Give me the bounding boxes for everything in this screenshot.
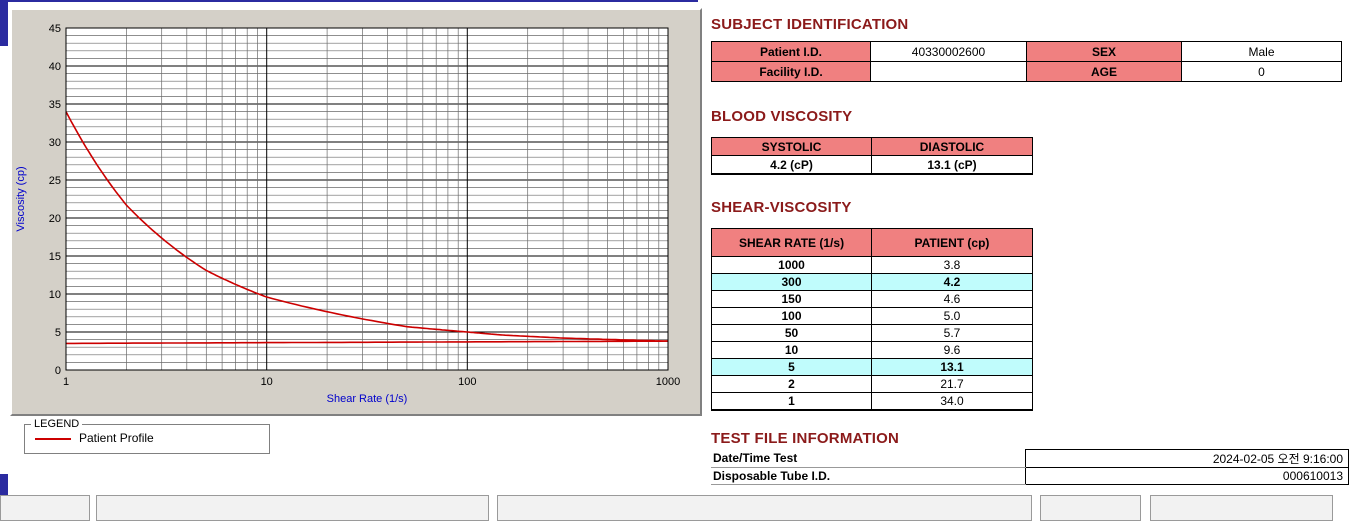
viscosity-chart: 0 5 10 15 20 25 30 35 40 45 1 10 100 1000 Shear Rate (…	[15, 23, 680, 405]
svg-text:Shear Rate (1/s): Shear Rate (1/s)	[327, 393, 408, 405]
bottom-button-3[interactable]	[497, 495, 1032, 521]
shear-row: 2 21.7	[711, 375, 1033, 393]
shear-row: 50 5.7	[711, 324, 1033, 342]
shear-rate-cell: 300	[711, 273, 872, 291]
svg-text:45: 45	[49, 23, 61, 35]
subject-table: Patient I.D. 40330002600 SEX Male Facili…	[711, 41, 1342, 82]
table-row: Date/Time Test 2024-02-05 오전 9:16:00	[711, 449, 1349, 468]
shear-row: 1000 3.8	[711, 256, 1033, 274]
patient-profile-line-swatch	[35, 437, 71, 440]
shear-rate-header: SHEAR RATE (1/s)	[711, 228, 872, 257]
disposable-tube-id-label: Disposable Tube I.D.	[711, 467, 1026, 485]
diastolic-header: DIASTOLIC	[871, 137, 1033, 156]
blood-viscosity-table: SYSTOLIC DIASTOLIC 4.2 (cP) 13.1 (cP)	[711, 137, 1033, 175]
test-file-table: Date/Time Test 2024-02-05 오전 9:16:00 Dis…	[711, 449, 1349, 485]
table-header-row: SHEAR RATE (1/s) PATIENT (cp)	[711, 228, 1033, 257]
shear-rate-cell: 150	[711, 290, 872, 308]
diastolic-value: 13.1 (cP)	[871, 155, 1033, 175]
table-row: SYSTOLIC DIASTOLIC	[711, 137, 1033, 156]
shear-row: 5 13.1	[711, 358, 1033, 376]
table-row: Facility I.D. AGE 0	[711, 61, 1342, 82]
table-row: 4.2 (cP) 13.1 (cP)	[711, 155, 1033, 175]
patient-id-label: Patient I.D.	[711, 41, 871, 62]
svg-text:10: 10	[49, 289, 61, 301]
svg-text:10: 10	[261, 376, 273, 388]
window-edge-top-left	[0, 0, 8, 46]
patient-cp-cell: 34.0	[871, 392, 1033, 411]
chart-panel: 0 5 10 15 20 25 30 35 40 45 1 10 100 1000 Shear Rate (…	[10, 8, 702, 416]
bottom-button-4[interactable]	[1040, 495, 1141, 521]
patient-cp-cell: 4.6	[871, 290, 1033, 308]
patient-cp-cell: 5.0	[871, 307, 1033, 325]
svg-text:Viscosity (cp): Viscosity (cp)	[15, 166, 27, 231]
patient-cp-header: PATIENT (cp)	[871, 228, 1033, 257]
window-edge-top-strip	[0, 0, 698, 2]
shear-row: 100 5.0	[711, 307, 1033, 325]
shear-rate-cell: 1	[711, 392, 872, 411]
patient-cp-cell: 5.7	[871, 324, 1033, 342]
legend-box: LEGEND Patient Profile	[24, 418, 270, 454]
facility-id-value	[870, 61, 1027, 82]
patient-cp-cell: 21.7	[871, 375, 1033, 393]
disposable-tube-id-value: 000610013	[1025, 467, 1349, 485]
bottom-button-5[interactable]	[1150, 495, 1333, 521]
legend-series-label: Patient Profile	[79, 431, 154, 445]
shear-viscosity-table: SHEAR RATE (1/s) PATIENT (cp) 1000 3.8 30…	[711, 228, 1033, 411]
svg-text:0: 0	[55, 365, 61, 377]
svg-text:5: 5	[55, 327, 61, 339]
shear-rate-cell: 2	[711, 375, 872, 393]
facility-id-label: Facility I.D.	[711, 61, 871, 82]
test-file-information-title: TEST FILE INFORMATION	[711, 430, 900, 447]
age-value: 0	[1181, 61, 1342, 82]
svg-text:40: 40	[49, 61, 61, 73]
systolic-value: 4.2 (cP)	[711, 155, 872, 175]
shear-rate-cell: 100	[711, 307, 872, 325]
shear-row: 1 34.0	[711, 392, 1033, 411]
systolic-header: SYSTOLIC	[711, 137, 872, 156]
svg-text:1000: 1000	[656, 376, 680, 388]
age-label: AGE	[1026, 61, 1182, 82]
shear-rate-cell: 50	[711, 324, 872, 342]
shear-viscosity-title: SHEAR-VISCOSITY	[711, 199, 852, 216]
shear-row: 10 9.6	[711, 341, 1033, 359]
shear-rate-cell: 5	[711, 358, 872, 376]
table-row: Disposable Tube I.D. 000610013	[711, 467, 1349, 485]
bottom-button-2[interactable]	[96, 495, 489, 521]
sex-label: SEX	[1026, 41, 1182, 62]
subject-identification-title: SUBJECT IDENTIFICATION	[711, 16, 909, 33]
svg-text:35: 35	[49, 99, 61, 111]
table-row: Patient I.D. 40330002600 SEX Male	[711, 41, 1342, 62]
svg-text:25: 25	[49, 175, 61, 187]
blood-viscosity-title: BLOOD VISCOSITY	[711, 108, 853, 125]
datetime-test-value: 2024-02-05 오전 9:16:00	[1025, 449, 1349, 468]
svg-text:1: 1	[63, 376, 69, 388]
svg-text:15: 15	[49, 251, 61, 263]
datetime-test-label: Date/Time Test	[711, 449, 1026, 468]
svg-text:20: 20	[49, 213, 61, 225]
patient-cp-cell: 9.6	[871, 341, 1033, 359]
legend-title: LEGEND	[34, 418, 80, 430]
patient-cp-cell: 13.1	[871, 358, 1033, 376]
patient-cp-cell: 3.8	[871, 256, 1033, 274]
window-edge-bottom-left	[0, 474, 8, 508]
shear-rate-cell: 10	[711, 341, 872, 359]
bottom-button-1[interactable]	[0, 495, 90, 521]
sex-value: Male	[1181, 41, 1342, 62]
patient-cp-cell: 4.2	[871, 273, 1033, 291]
shear-row: 300 4.2	[711, 273, 1033, 291]
shear-rate-cell: 1000	[711, 256, 872, 274]
svg-text:30: 30	[49, 137, 61, 149]
svg-text:100: 100	[458, 376, 476, 388]
patient-id-value: 40330002600	[870, 41, 1027, 62]
shear-row: 150 4.6	[711, 290, 1033, 308]
